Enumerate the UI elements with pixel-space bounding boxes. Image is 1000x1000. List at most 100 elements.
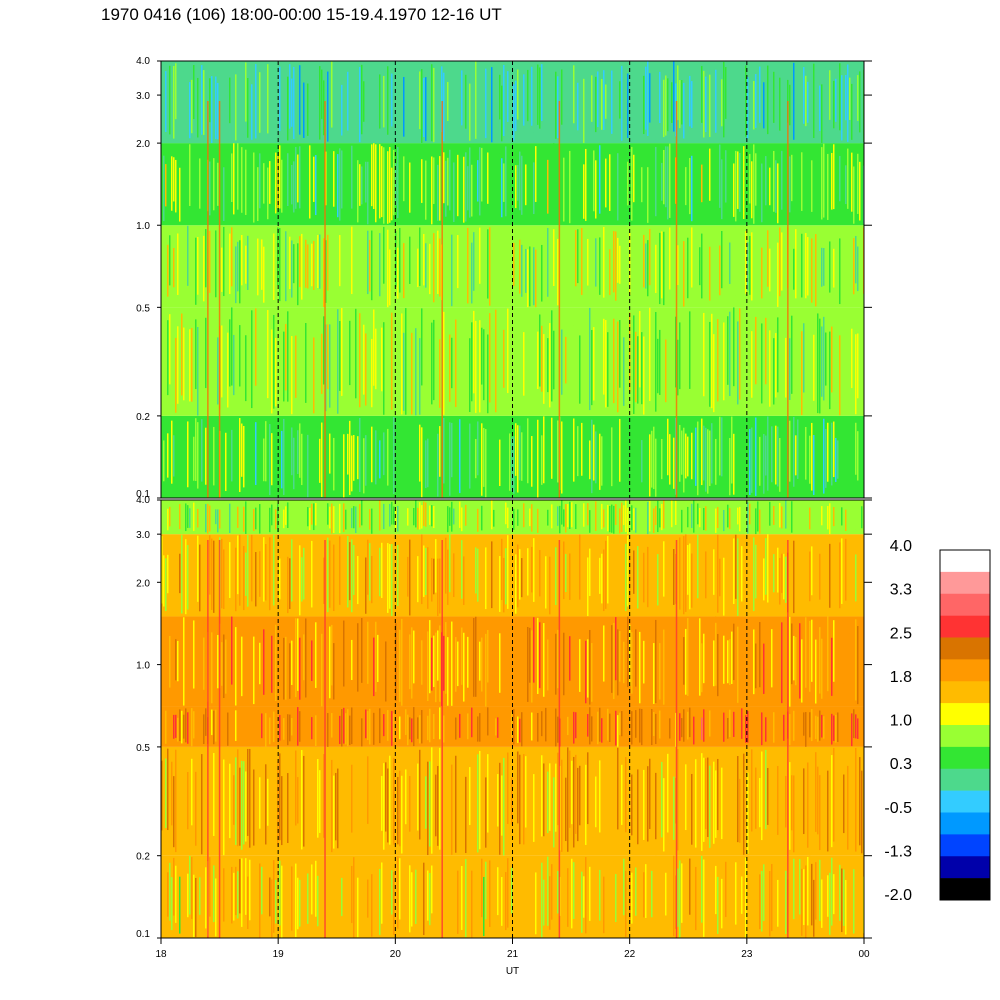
texture-streak bbox=[319, 66, 321, 140]
texture-streak bbox=[809, 225, 811, 301]
texture-streak bbox=[837, 505, 839, 525]
texture-streak bbox=[749, 503, 751, 525]
x-tick-label: 22 bbox=[624, 949, 636, 960]
texture-streak bbox=[351, 508, 353, 529]
texture-streak bbox=[449, 334, 451, 402]
texture-streak bbox=[503, 618, 505, 684]
texture-streak bbox=[351, 707, 353, 745]
texture-streak bbox=[699, 71, 701, 132]
texture-streak bbox=[821, 539, 823, 594]
texture-streak bbox=[353, 434, 355, 481]
texture-streak bbox=[753, 858, 755, 930]
texture-streak bbox=[529, 318, 531, 387]
texture-streak bbox=[555, 763, 557, 832]
texture-streak bbox=[755, 73, 757, 128]
texture-streak bbox=[829, 543, 831, 608]
texture-streak bbox=[623, 641, 625, 684]
texture-streak bbox=[623, 858, 625, 916]
texture-streak bbox=[209, 161, 211, 216]
texture-streak bbox=[265, 240, 267, 299]
texture-streak bbox=[795, 229, 797, 299]
texture-streak bbox=[771, 863, 773, 932]
texture-streak bbox=[187, 628, 189, 687]
texture-streak bbox=[663, 231, 665, 306]
texture-streak bbox=[235, 74, 237, 141]
texture-streak bbox=[507, 858, 509, 928]
texture-streak bbox=[187, 712, 189, 744]
texture-streak bbox=[309, 507, 311, 531]
texture-streak bbox=[565, 777, 567, 842]
texture-streak bbox=[669, 227, 671, 290]
texture-streak bbox=[569, 150, 571, 224]
texture-streak bbox=[223, 868, 225, 922]
texture-streak bbox=[311, 243, 313, 287]
texture-streak bbox=[237, 506, 239, 528]
texture-streak bbox=[563, 632, 565, 696]
texture-streak bbox=[569, 750, 571, 828]
texture-streak bbox=[611, 716, 613, 741]
texture-streak bbox=[215, 148, 217, 215]
texture-streak bbox=[661, 63, 663, 130]
texture-streak bbox=[287, 153, 289, 207]
texture-streak bbox=[733, 866, 735, 915]
texture-streak bbox=[243, 425, 245, 488]
texture-streak bbox=[241, 234, 243, 286]
texture-streak bbox=[209, 857, 211, 917]
texture-streak bbox=[247, 748, 249, 836]
texture-streak bbox=[485, 68, 487, 139]
texture-streak bbox=[197, 508, 199, 528]
texture-streak bbox=[741, 509, 743, 532]
texture-streak bbox=[455, 637, 457, 692]
texture-streak bbox=[611, 427, 613, 487]
texture-streak bbox=[563, 509, 565, 527]
texture-streak bbox=[467, 421, 469, 479]
texture-streak bbox=[191, 708, 193, 747]
texture-streak bbox=[419, 715, 421, 744]
texture-streak bbox=[273, 155, 275, 214]
colorbar-swatch bbox=[940, 550, 990, 573]
texture-streak bbox=[799, 859, 801, 915]
colorbar-swatch bbox=[940, 637, 990, 660]
texture-streak bbox=[659, 71, 661, 123]
texture-streak bbox=[165, 758, 167, 829]
texture-streak bbox=[255, 422, 257, 485]
texture-streak bbox=[523, 74, 525, 126]
texture-streak bbox=[645, 243, 647, 289]
texture-streak bbox=[187, 505, 189, 528]
texture-streak bbox=[219, 509, 221, 529]
texture-streak bbox=[485, 861, 487, 920]
texture-streak bbox=[455, 319, 457, 408]
texture-streak bbox=[205, 229, 207, 288]
texture-streak bbox=[317, 426, 319, 484]
colorbar-label: 3.3 bbox=[890, 582, 912, 599]
texture-streak bbox=[307, 873, 309, 924]
texture-streak bbox=[501, 538, 503, 601]
texture-streak bbox=[663, 500, 665, 529]
texture-streak bbox=[723, 557, 725, 616]
texture-streak bbox=[279, 860, 281, 926]
texture-streak bbox=[687, 711, 689, 740]
texture-streak bbox=[195, 319, 197, 390]
texture-streak bbox=[437, 765, 439, 846]
texture-streak bbox=[671, 860, 673, 916]
texture-streak bbox=[333, 506, 335, 533]
texture-streak bbox=[753, 629, 755, 695]
texture-streak bbox=[305, 505, 307, 532]
texture-streak bbox=[749, 547, 751, 599]
texture-streak bbox=[583, 503, 585, 527]
texture-streak bbox=[675, 712, 677, 747]
texture-streak bbox=[661, 761, 663, 838]
texture-streak bbox=[495, 419, 497, 485]
texture-streak bbox=[349, 542, 351, 601]
texture-streak bbox=[735, 534, 737, 599]
texture-streak bbox=[611, 504, 613, 533]
texture-streak bbox=[809, 435, 811, 484]
texture-streak bbox=[653, 643, 655, 704]
texture-streak bbox=[831, 755, 833, 848]
texture-streak bbox=[217, 634, 219, 689]
texture-streak bbox=[577, 82, 579, 131]
texture-streak bbox=[635, 331, 637, 403]
texture-streak bbox=[703, 312, 705, 397]
texture-streak bbox=[197, 422, 199, 489]
texture-streak bbox=[549, 501, 551, 525]
